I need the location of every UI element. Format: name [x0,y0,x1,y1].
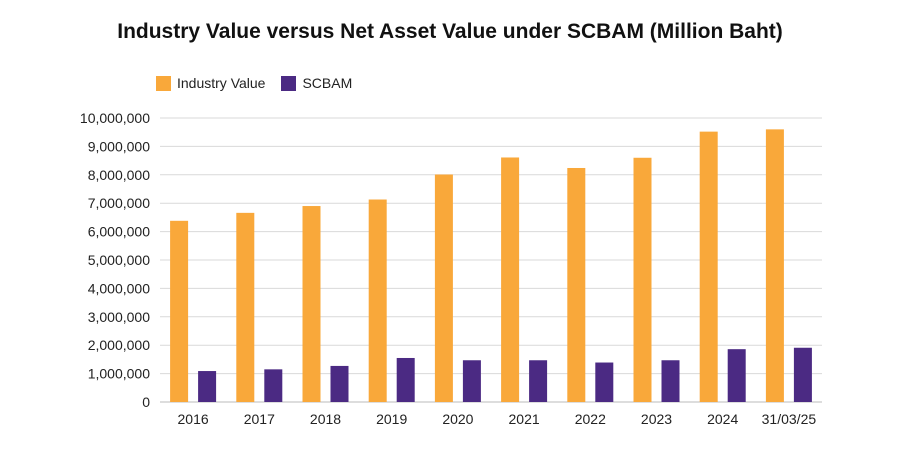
bar-industry-value [699,131,718,402]
bar-industry-value [633,157,652,402]
x-tick-label: 2022 [575,411,606,427]
legend-item-industry-value: Industry Value [156,75,265,91]
bar-scbam [264,369,283,402]
y-tick-label: 10,000,000 [80,110,150,126]
bar-industry-value [434,174,453,402]
y-tick-label: 5,000,000 [88,252,150,268]
bar-scbam [462,360,481,402]
x-tick-label: 2021 [509,411,540,427]
bar-industry-value [501,157,520,402]
bar-scbam [595,362,614,402]
x-tick-label: 2017 [244,411,275,427]
y-tick-label: 3,000,000 [88,309,150,325]
bar-industry-value [302,206,321,402]
y-tick-label: 4,000,000 [88,280,150,296]
bar-industry-value [170,220,189,402]
legend-label-scbam: SCBAM [302,75,353,91]
x-tick-label: 2024 [707,411,738,427]
bar-scbam [793,347,812,402]
x-tick-label: 2019 [376,411,407,427]
bar-scbam [198,371,217,402]
bar-scbam [529,360,548,402]
y-tick-label: 6,000,000 [88,224,150,240]
y-tick-label: 8,000,000 [88,167,150,183]
y-tick-label: 2,000,000 [88,337,150,353]
bar-scbam [330,365,349,402]
legend-swatch-scbam [281,75,297,91]
bar-industry-value [765,129,784,403]
bar-industry-value [368,199,387,402]
y-tick-label: 9,000,000 [88,138,150,154]
x-tick-label: 2020 [442,411,473,427]
x-tick-label: 2016 [178,411,209,427]
legend-item-scbam: SCBAM [281,75,352,91]
bar-scbam [396,357,415,402]
x-tick-label: 31/03/25 [762,411,817,427]
bar-industry-value [236,212,255,402]
bar-industry-value [567,167,586,402]
chart-legend: Industry Value SCBAM [156,75,368,91]
y-tick-label: 0 [142,394,150,410]
bar-scbam [661,360,680,402]
chart-title: Industry Value versus Net Asset Value un… [117,20,783,43]
legend-label-industry-value: Industry Value [177,75,266,91]
legend-swatch-industry-value [156,75,171,91]
bar-scbam [727,349,746,402]
y-tick-label: 1,000,000 [88,366,150,382]
x-tick-label: 2018 [310,411,341,427]
x-tick-label: 2023 [641,411,672,427]
y-tick-label: 7,000,000 [88,195,150,211]
